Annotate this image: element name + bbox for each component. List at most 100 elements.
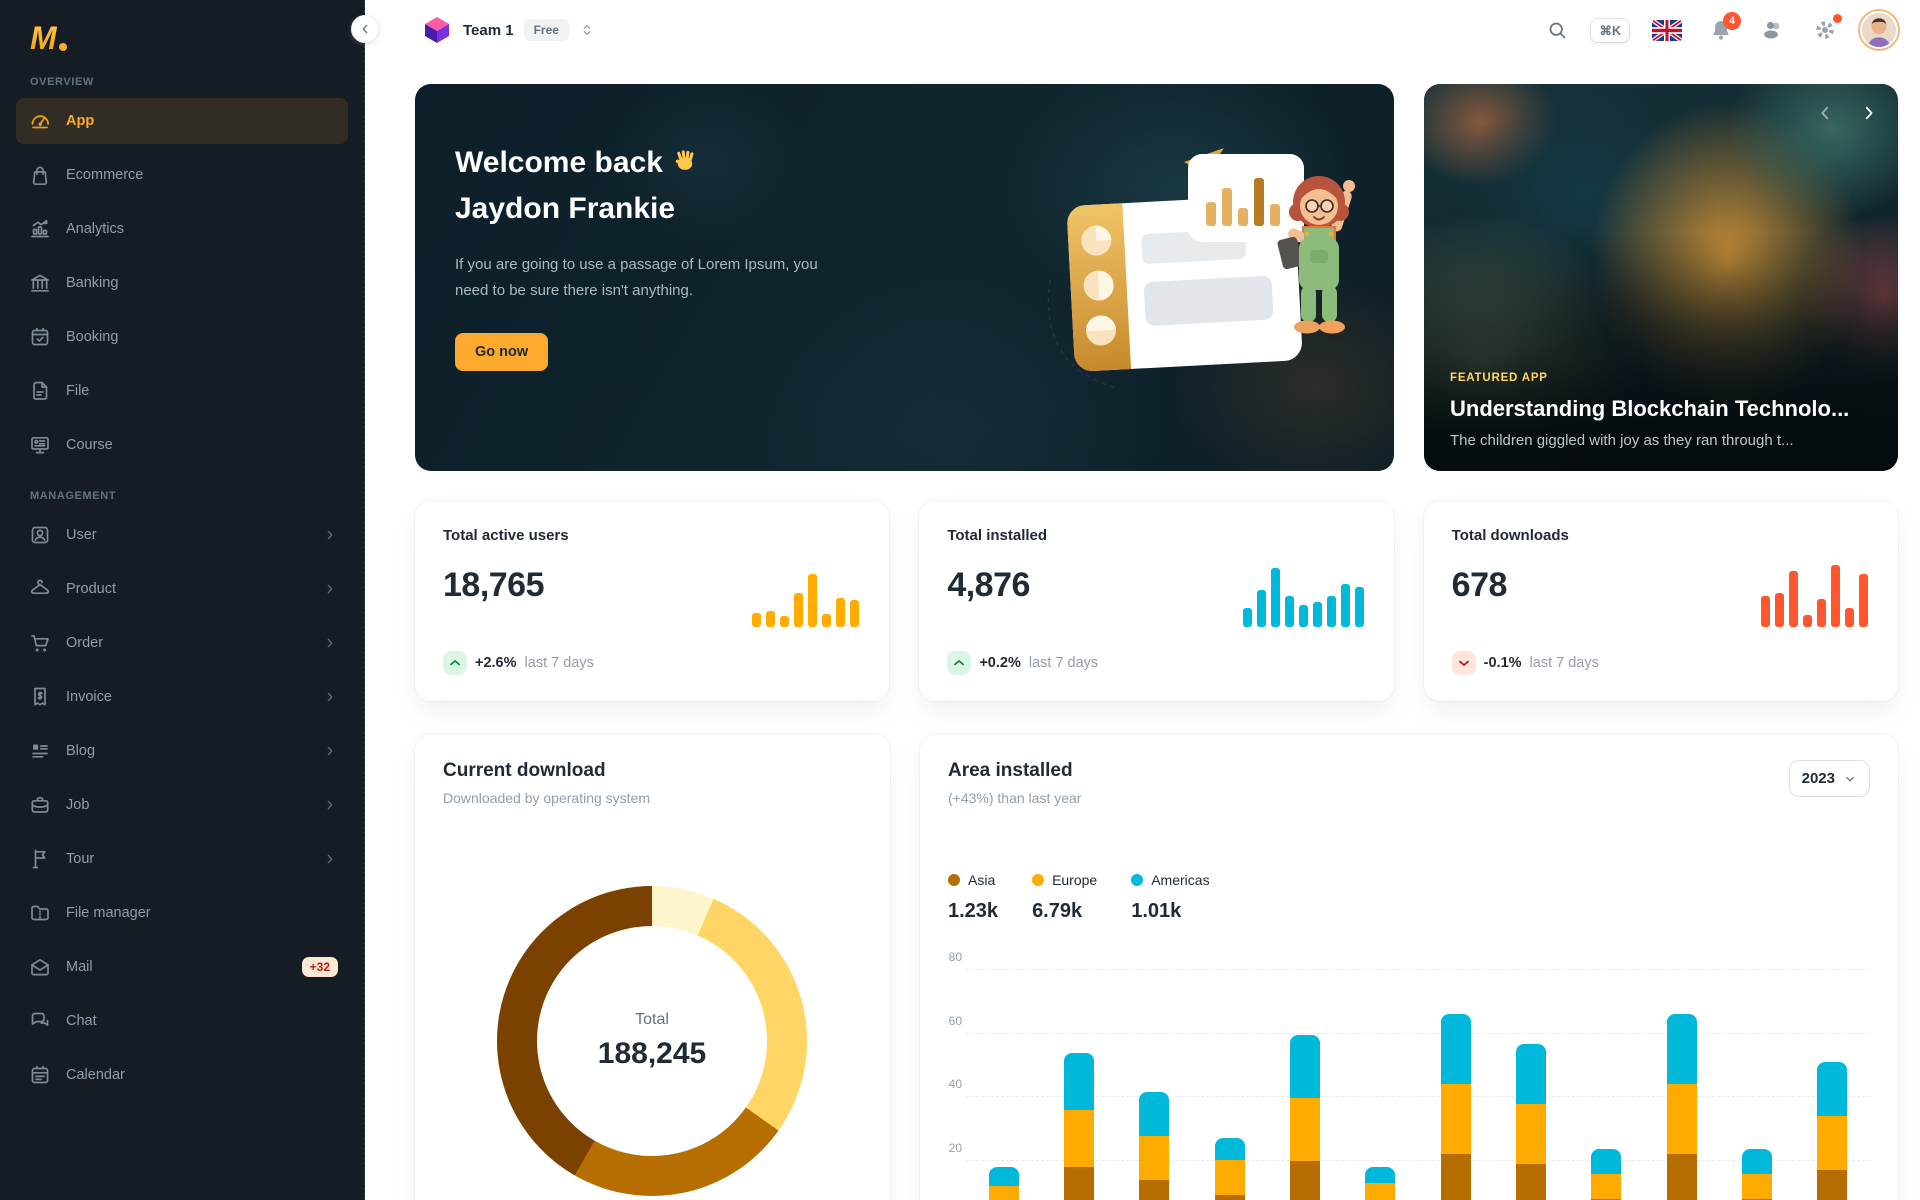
team-selector[interactable]: Team 1 Free [415, 10, 601, 50]
stacked-bar[interactable] [1365, 962, 1396, 1200]
area-card-title: Area installed [948, 760, 1073, 781]
sidebar-item-course[interactable]: Course [16, 422, 348, 468]
bar-segment-asia [1214, 1195, 1245, 1200]
user-icon [28, 523, 52, 547]
stacked-bar[interactable] [1515, 962, 1546, 1200]
stacked-bar[interactable] [1214, 962, 1245, 1200]
bar-segment-asia [1440, 1154, 1471, 1200]
stat-card-total-installed: Total installed 4,876 +0.2% last 7 days [919, 501, 1394, 701]
legend-label: Americas [1151, 872, 1210, 888]
featured-app-card[interactable]: FEATURED APP Understanding Blockchain Te… [1424, 84, 1898, 471]
area-installed-card: Area installed (+43%) than last year 202… [920, 734, 1898, 1200]
legend-item-asia[interactable]: Asia 1.23k [948, 872, 998, 923]
donut-total-label: Total [635, 1011, 669, 1028]
y-axis-tick-label: 80 [948, 950, 962, 964]
logo-m-glyph: M [30, 20, 57, 56]
sidebar-item-order[interactable]: Order [16, 620, 348, 666]
team-logo-icon [425, 17, 449, 43]
year-select[interactable]: 2023 [1788, 760, 1870, 797]
sidebar-item-label: Calendar [66, 1067, 125, 1083]
sidebar-item-calendar[interactable]: Calendar [16, 1052, 348, 1098]
bar-segment-americas [1591, 1149, 1622, 1174]
stacked-bar[interactable] [1440, 962, 1471, 1200]
legend-value: 1.01k [1131, 900, 1182, 922]
mini-bar [1284, 596, 1294, 627]
bar-segment-americas [1063, 1053, 1094, 1110]
top-row: Welcome back Jaydon Frankie If you are g… [415, 84, 1898, 471]
stat-card-total-downloads: Total downloads 678 -0.1% last 7 days [1423, 501, 1898, 701]
sidebar-item-app[interactable]: App [16, 98, 348, 144]
stacked-bar[interactable] [1817, 962, 1848, 1200]
sidebar-item-file[interactable]: File [16, 368, 348, 414]
sidebar-item-banking[interactable]: Banking [16, 260, 348, 306]
trend-down-icon [1458, 660, 1469, 666]
stacked-bar[interactable] [1741, 962, 1772, 1200]
sidebar-item-tour[interactable]: Tour [16, 836, 348, 882]
app-logo[interactable]: M [30, 22, 82, 54]
area-card-header: Area installed (+43%) than last year 202… [948, 760, 1870, 806]
chevron-right-icon [1865, 106, 1873, 120]
search-button[interactable] [1543, 16, 1572, 45]
sidebar-item-analytics[interactable]: Analytics [16, 206, 348, 252]
legend-value: 6.79k [1032, 900, 1083, 922]
mini-bar [1312, 602, 1322, 627]
settings-button[interactable] [1809, 14, 1842, 46]
stacked-bar[interactable] [1289, 962, 1320, 1200]
stacked-bar[interactable] [1591, 962, 1622, 1200]
sidebar-item-label: Analytics [66, 221, 125, 237]
sidebar-item-invoice[interactable]: Invoice [16, 674, 348, 720]
carousel-prev-button[interactable] [1812, 100, 1838, 126]
download-donut-chart: Total 188,245 [497, 886, 807, 1196]
featured-title[interactable]: Understanding Blockchain Technolo... [1450, 396, 1850, 421]
sidebar-collapse-button[interactable] [351, 15, 379, 43]
y-axis-tick-label: 40 [948, 1077, 962, 1091]
stacked-bar[interactable] [988, 962, 1019, 1200]
sidebar-item-blog[interactable]: Blog [16, 728, 348, 774]
stacked-bar[interactable] [1666, 962, 1697, 1200]
sidebar-item-label: Product [66, 581, 116, 597]
notifications-button[interactable]: 4 [1705, 12, 1741, 46]
expand-icon [583, 25, 591, 35]
chevron-right-icon [322, 689, 338, 705]
plan-badge: Free [523, 19, 569, 41]
keyboard-shortcut-chip[interactable]: ⌘K [1591, 18, 1629, 42]
stat-value: 4,876 [947, 566, 1030, 604]
stacked-bar[interactable] [1139, 962, 1170, 1200]
stat-title: Total downloads [1451, 527, 1569, 544]
carousel-next-button[interactable] [1856, 100, 1882, 126]
sidebar-item-user[interactable]: User [16, 512, 348, 558]
sidebar-item-ecommerce[interactable]: Ecommerce [16, 152, 348, 198]
legend-item-americas[interactable]: Americas 1.01k [1131, 872, 1210, 923]
sidebar-item-label: File manager [66, 905, 151, 921]
sidebar-item-job[interactable]: Job [16, 782, 348, 828]
contacts-button[interactable] [1756, 14, 1790, 46]
analytics-icon [28, 217, 52, 241]
trend-chip [443, 651, 467, 675]
mini-bar [808, 574, 818, 627]
avatar[interactable] [1860, 11, 1898, 49]
trend-period: last 7 days [1028, 655, 1099, 671]
stacked-bars [966, 962, 1870, 1200]
invoice-icon [28, 685, 52, 709]
trend-chip [1451, 651, 1476, 675]
language-button[interactable] [1648, 16, 1686, 45]
sidebar-item-mail[interactable]: Mail +32 [16, 944, 348, 990]
download-card-title: Current download [443, 760, 606, 781]
notification-count-badge: 4 [1723, 12, 1741, 30]
mini-bar [1242, 608, 1252, 627]
chevron-right-icon [322, 851, 338, 867]
sidebar-item-booking[interactable]: Booking [16, 314, 348, 360]
mail-icon [28, 955, 52, 979]
briefcase-icon [28, 793, 52, 817]
bar-segment-asia [1515, 1164, 1546, 1200]
stacked-bar[interactable] [1063, 962, 1094, 1200]
sidebar-item-chat[interactable]: Chat [16, 998, 348, 1044]
sidebar-item-product[interactable]: Product [16, 566, 348, 612]
bar-segment-asia [1817, 1170, 1848, 1200]
character [1277, 176, 1355, 334]
legend-item-europe[interactable]: Europe 6.79k [1032, 872, 1097, 923]
stat-value: 678 [1451, 566, 1508, 604]
go-now-button[interactable]: Go now [455, 332, 549, 371]
sidebar-item-file-manager[interactable]: File manager [16, 890, 348, 936]
